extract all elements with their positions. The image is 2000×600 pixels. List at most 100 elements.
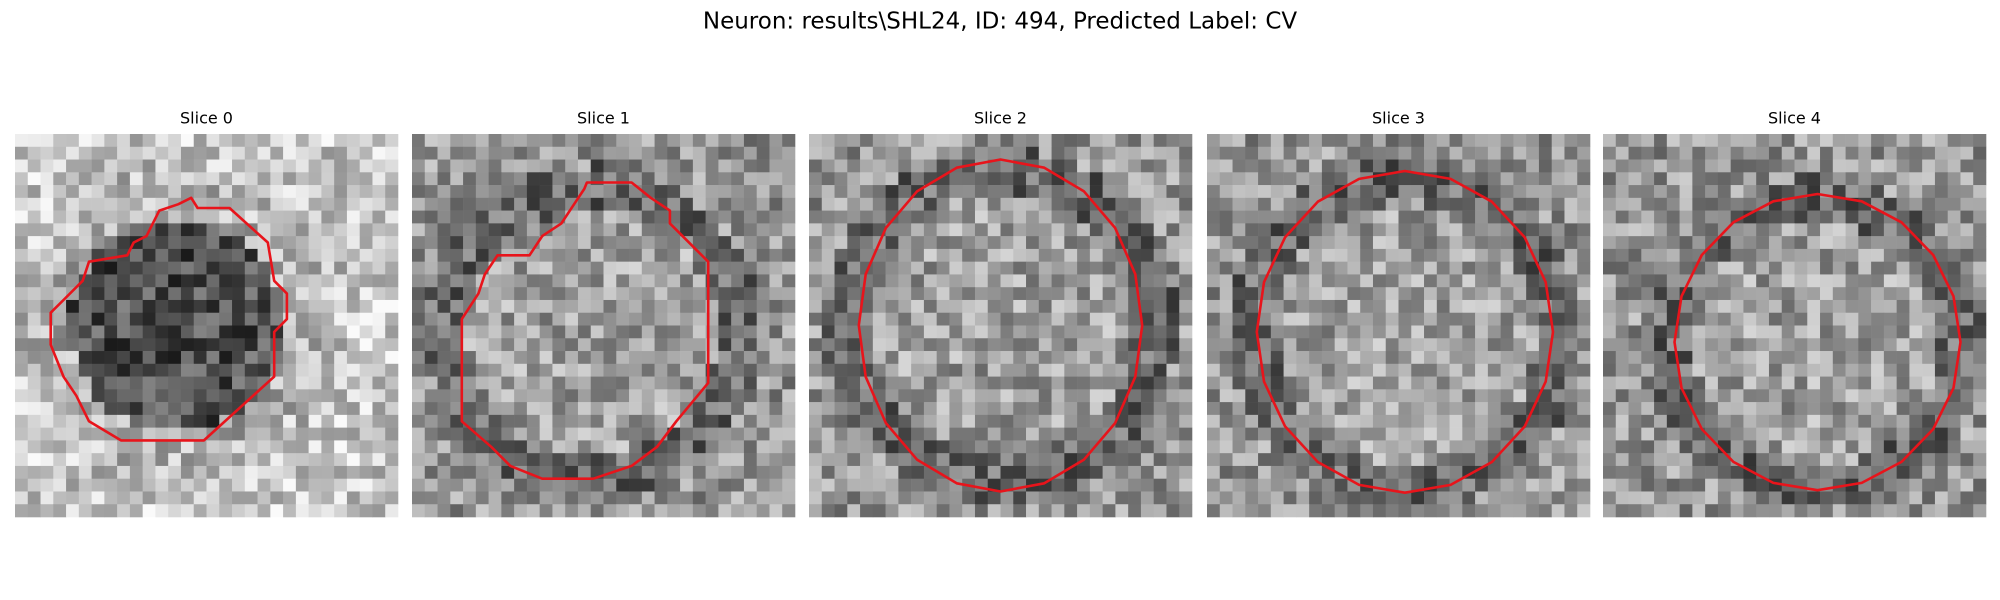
image-pixel — [1551, 261, 1565, 275]
image-pixel — [1628, 134, 1642, 148]
neuron-contour — [49, 196, 289, 442]
image-pixel — [1934, 159, 1948, 173]
image-pixel — [898, 363, 912, 377]
image-pixel — [193, 287, 207, 301]
image-pixel — [1960, 172, 1974, 186]
image-pixel — [1283, 351, 1297, 365]
image-pixel — [1219, 363, 1233, 377]
image-pixel — [1922, 453, 1936, 467]
image-pixel — [1270, 389, 1284, 403]
image-pixel — [1475, 351, 1489, 365]
image-pixel — [1909, 465, 1923, 479]
image-pixel — [1538, 185, 1552, 199]
image-pixel — [1179, 325, 1193, 339]
image-pixel — [1321, 504, 1335, 518]
image-pixel — [1973, 299, 1987, 314]
image-pixel — [962, 338, 976, 352]
image-pixel — [514, 159, 528, 173]
image-pixel — [526, 389, 540, 403]
image-pixel — [1883, 504, 1897, 518]
image-pixel — [1705, 389, 1719, 403]
image-pixel — [949, 197, 963, 211]
image-pixel — [168, 478, 182, 492]
image-pixel — [743, 287, 757, 301]
image-pixel — [1411, 465, 1425, 479]
image-pixel — [923, 504, 937, 518]
image-pixel — [1179, 376, 1193, 390]
image-pixel — [1730, 325, 1744, 339]
image-pixel — [590, 453, 604, 467]
image-pixel — [962, 312, 976, 326]
image-pixel — [1845, 440, 1859, 454]
image-pixel — [1603, 465, 1617, 479]
image-pixel — [1296, 261, 1310, 275]
image-pixel — [117, 402, 131, 416]
image-pixel — [1347, 134, 1361, 148]
image-pixel — [1219, 299, 1233, 314]
image-pixel — [117, 338, 131, 352]
image-pixel — [769, 248, 783, 262]
image-pixel — [1615, 465, 1629, 479]
image-pixel — [1385, 312, 1399, 326]
image-pixel — [437, 248, 451, 262]
image-pixel — [590, 146, 604, 160]
image-pixel — [1179, 414, 1193, 428]
image-pixel — [898, 299, 912, 314]
image-pixel — [552, 491, 566, 505]
image-pixel — [1628, 312, 1642, 326]
image-pixel — [180, 312, 195, 326]
image-pixel — [1500, 261, 1514, 275]
image-pixel — [1296, 146, 1310, 160]
image-pixel — [1179, 504, 1193, 518]
image-pixel — [885, 453, 899, 467]
image-pixel — [424, 453, 438, 467]
image-pixel — [1666, 248, 1680, 262]
image-pixel — [1128, 312, 1142, 326]
image-pixel — [782, 363, 796, 377]
image-pixel — [1424, 440, 1438, 454]
image-pixel — [1309, 389, 1323, 403]
image-pixel — [308, 134, 322, 148]
image-pixel — [1947, 427, 1961, 441]
image-pixel — [270, 351, 284, 365]
image-pixel — [885, 299, 899, 314]
image-pixel — [168, 351, 182, 365]
image-pixel — [1654, 338, 1668, 352]
image-pixel — [1372, 504, 1387, 518]
image-pixel — [1153, 197, 1167, 211]
image-pixel — [117, 491, 131, 505]
image-pixel — [1064, 146, 1078, 160]
image-pixel — [1219, 172, 1233, 186]
image-pixel — [1768, 146, 1783, 160]
image-pixel — [1513, 453, 1527, 467]
image-pixel — [450, 248, 464, 262]
image-pixel — [872, 453, 886, 467]
image-pixel — [1666, 274, 1680, 288]
image-pixel — [1794, 414, 1808, 428]
image-pixel — [1820, 236, 1834, 250]
image-pixel — [1360, 197, 1374, 211]
image-pixel — [1794, 402, 1808, 416]
image-pixel — [142, 427, 156, 441]
image-pixel — [1179, 134, 1193, 148]
image-pixel — [117, 312, 131, 326]
image-pixel — [1360, 376, 1374, 390]
image-pixel — [359, 134, 373, 148]
image-pixel — [1077, 402, 1091, 416]
image-pixel — [769, 134, 783, 148]
image-pixel — [257, 134, 271, 148]
image-pixel — [53, 465, 67, 479]
image-pixel — [1871, 287, 1885, 301]
image-pixel — [1166, 491, 1180, 505]
image-pixel — [667, 440, 681, 454]
image-pixel — [372, 261, 386, 275]
image-pixel — [1603, 351, 1617, 365]
image-pixel — [756, 274, 770, 288]
image-pixel — [1743, 159, 1757, 173]
image-pixel — [1321, 197, 1335, 211]
image-pixel — [78, 465, 92, 479]
image-pixel — [1436, 440, 1450, 454]
image-pixel — [321, 440, 335, 454]
image-pixel — [885, 223, 899, 237]
image-pixel — [1781, 210, 1795, 224]
